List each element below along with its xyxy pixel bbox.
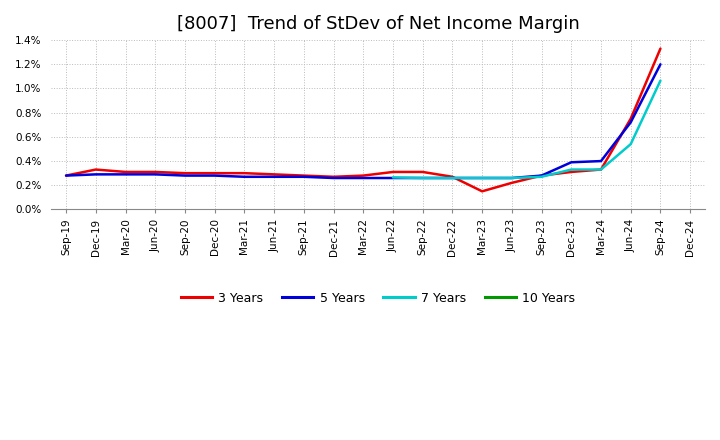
3 Years bbox=[537, 173, 546, 178]
3 Years bbox=[151, 169, 160, 175]
7 Years bbox=[478, 176, 487, 181]
5 Years bbox=[626, 120, 635, 125]
3 Years bbox=[91, 167, 100, 172]
5 Years bbox=[418, 176, 427, 181]
5 Years bbox=[329, 176, 338, 181]
7 Years bbox=[597, 167, 606, 172]
3 Years bbox=[478, 189, 487, 194]
5 Years bbox=[359, 176, 368, 181]
Line: 5 Years: 5 Years bbox=[66, 64, 660, 178]
5 Years bbox=[181, 173, 189, 178]
3 Years bbox=[656, 46, 665, 51]
7 Years bbox=[567, 167, 575, 172]
3 Years bbox=[359, 173, 368, 178]
Line: 7 Years: 7 Years bbox=[393, 81, 660, 178]
5 Years bbox=[91, 172, 100, 177]
5 Years bbox=[151, 172, 160, 177]
5 Years bbox=[300, 174, 308, 180]
3 Years bbox=[329, 174, 338, 180]
3 Years bbox=[508, 180, 516, 186]
7 Years bbox=[626, 142, 635, 147]
3 Years bbox=[626, 116, 635, 121]
Title: [8007]  Trend of StDev of Net Income Margin: [8007] Trend of StDev of Net Income Marg… bbox=[176, 15, 580, 33]
5 Years bbox=[62, 173, 71, 178]
Line: 3 Years: 3 Years bbox=[66, 48, 660, 191]
5 Years bbox=[240, 174, 248, 180]
7 Years bbox=[656, 78, 665, 83]
7 Years bbox=[508, 176, 516, 181]
5 Years bbox=[537, 173, 546, 178]
3 Years bbox=[300, 173, 308, 178]
3 Years bbox=[597, 167, 606, 172]
5 Years bbox=[448, 176, 456, 181]
3 Years bbox=[181, 171, 189, 176]
7 Years bbox=[389, 175, 397, 180]
5 Years bbox=[121, 172, 130, 177]
7 Years bbox=[537, 174, 546, 180]
5 Years bbox=[389, 176, 397, 181]
7 Years bbox=[418, 176, 427, 181]
5 Years bbox=[270, 174, 279, 180]
5 Years bbox=[508, 176, 516, 181]
3 Years bbox=[62, 173, 71, 178]
3 Years bbox=[121, 169, 130, 175]
3 Years bbox=[418, 169, 427, 175]
5 Years bbox=[478, 176, 487, 181]
3 Years bbox=[210, 171, 219, 176]
3 Years bbox=[448, 174, 456, 180]
3 Years bbox=[270, 172, 279, 177]
7 Years bbox=[448, 176, 456, 181]
5 Years bbox=[656, 62, 665, 67]
5 Years bbox=[210, 173, 219, 178]
5 Years bbox=[567, 160, 575, 165]
3 Years bbox=[240, 171, 248, 176]
Legend: 3 Years, 5 Years, 7 Years, 10 Years: 3 Years, 5 Years, 7 Years, 10 Years bbox=[176, 287, 580, 310]
5 Years bbox=[597, 158, 606, 164]
3 Years bbox=[389, 169, 397, 175]
3 Years bbox=[567, 169, 575, 175]
